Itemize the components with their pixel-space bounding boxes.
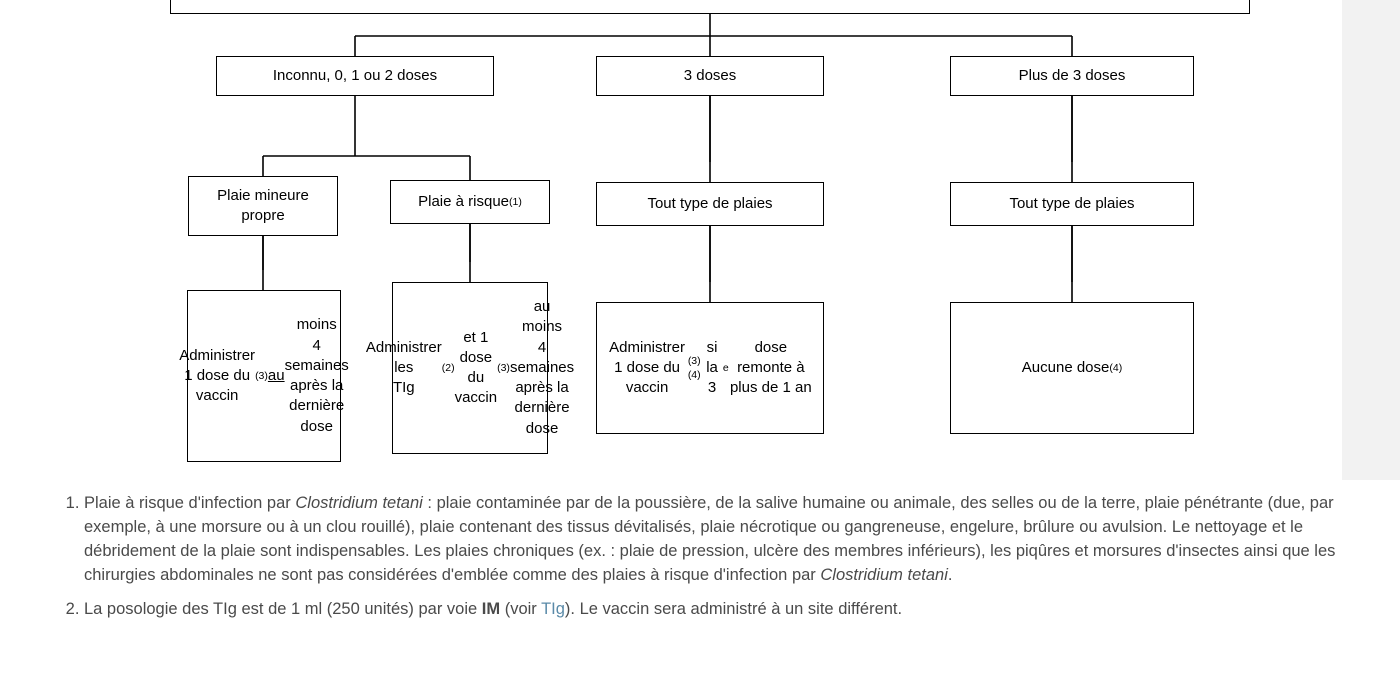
- flowchart-node-l3c: Administrer 1 dose duvaccin(3)(4) si la …: [596, 302, 824, 434]
- flowchart-node-l3b: Administrer lesTIg(2) et 1 dosedu vaccin…: [392, 282, 548, 454]
- flowchart-node-l2d: Tout type de plaies: [950, 182, 1194, 226]
- flowchart-canvas: Inconnu, 0, 1 ou 2 doses 3 doses Plus de 3…: [0, 0, 1400, 480]
- flowchart-node-l1b: 3 doses: [596, 56, 824, 96]
- flowchart-node-l1a: Inconnu, 0, 1 ou 2 doses: [216, 56, 494, 96]
- footnotes-list: Plaie à risque d'infection par Clostridi…: [60, 492, 1340, 622]
- footnote-item-1: Plaie à risque d'infection par Clostridi…: [84, 492, 1340, 588]
- flowchart-node-l3d: Aucune dose(4): [950, 302, 1194, 434]
- flowchart-node-l3a: Administrer1 dose duvaccin(3)au moins4 s…: [187, 290, 341, 462]
- flowchart-node-l2a: Plaie mineure propre: [188, 176, 338, 236]
- footnotes-section: Plaie à risque d'infection par Clostridi…: [0, 480, 1400, 622]
- footnote-item-2: La posologie des TIg est de 1 ml (250 un…: [84, 598, 1340, 622]
- flowchart-node-l2c: Tout type de plaies: [596, 182, 824, 226]
- flowchart-node-root: [170, 0, 1250, 14]
- flowchart-node-l2b: Plaie à risque(1): [390, 180, 550, 224]
- flowchart-node-l1c: Plus de 3 doses: [950, 56, 1194, 96]
- page-edge-shade: [1342, 0, 1400, 480]
